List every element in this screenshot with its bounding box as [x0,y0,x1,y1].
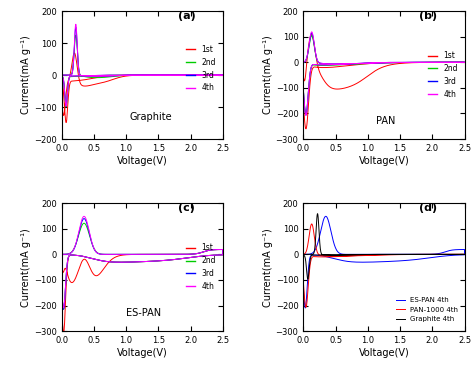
ES-PAN 4th [301,285,306,289]
Graphite 4th [315,212,320,216]
Text: ES-PAN: ES-PAN [126,308,161,318]
Graphite 4th [441,252,447,256]
Y-axis label: Current(mA g⁻¹): Current(mA g⁻¹) [263,228,273,307]
ES-PAN 4th [410,252,415,256]
Text: (d): (d) [419,203,438,213]
Graphite 4th [301,253,306,257]
Text: Graphite: Graphite [129,112,172,122]
Graphite 4th [447,252,452,256]
Graphite 4th [355,252,361,257]
ES-PAN 4th [344,252,349,256]
Y-axis label: Current(mA g⁻¹): Current(mA g⁻¹) [263,36,273,114]
PAN-1000 4th [301,280,306,284]
Graphite 4th [453,252,459,256]
PAN-1000 4th [453,252,459,256]
ES-PAN 4th [302,306,308,310]
PAN-1000 4th [410,252,415,256]
Text: (b): (b) [419,11,438,21]
Legend: 1st, 2nd, 3rd, 4th: 1st, 2nd, 3rd, 4th [183,240,219,294]
ES-PAN 4th [323,214,328,219]
PAN-1000 4th [301,252,306,256]
ES-PAN 4th [301,252,306,256]
Line: PAN-1000 4th: PAN-1000 4th [303,224,465,307]
PAN-1000 4th [303,305,309,309]
PAN-1000 4th [447,252,452,256]
Legend: ES-PAN 4th, PAN-1000 4th, Graphite 4th: ES-PAN 4th, PAN-1000 4th, Graphite 4th [393,295,461,325]
Text: PAN: PAN [376,116,395,126]
PAN-1000 4th [355,254,361,258]
Graphite 4th [344,253,349,258]
X-axis label: Voltage(V): Voltage(V) [358,348,410,358]
PAN-1000 4th [309,222,315,226]
ES-PAN 4th [355,252,361,256]
Y-axis label: Current(mA g⁻¹): Current(mA g⁻¹) [21,36,31,114]
ES-PAN 4th [447,254,452,258]
Graphite 4th [305,277,311,282]
ES-PAN 4th [453,253,459,257]
Legend: 1st, 2nd, 3rd, 4th: 1st, 2nd, 3rd, 4th [183,42,219,95]
Text: (c): (c) [178,203,194,213]
Legend: 1st, 2nd, 3rd, 4th: 1st, 2nd, 3rd, 4th [425,48,461,102]
Y-axis label: Current(mA g⁻¹): Current(mA g⁻¹) [21,228,31,307]
Graphite 4th [301,252,306,256]
X-axis label: Voltage(V): Voltage(V) [117,156,168,166]
PAN-1000 4th [441,252,447,256]
ES-PAN 4th [441,250,447,255]
X-axis label: Voltage(V): Voltage(V) [117,348,168,358]
Line: Graphite 4th: Graphite 4th [303,214,465,279]
PAN-1000 4th [344,254,349,258]
Text: (a): (a) [178,11,195,21]
Graphite 4th [410,252,415,256]
X-axis label: Voltage(V): Voltage(V) [358,156,410,166]
Line: ES-PAN 4th: ES-PAN 4th [303,216,465,308]
